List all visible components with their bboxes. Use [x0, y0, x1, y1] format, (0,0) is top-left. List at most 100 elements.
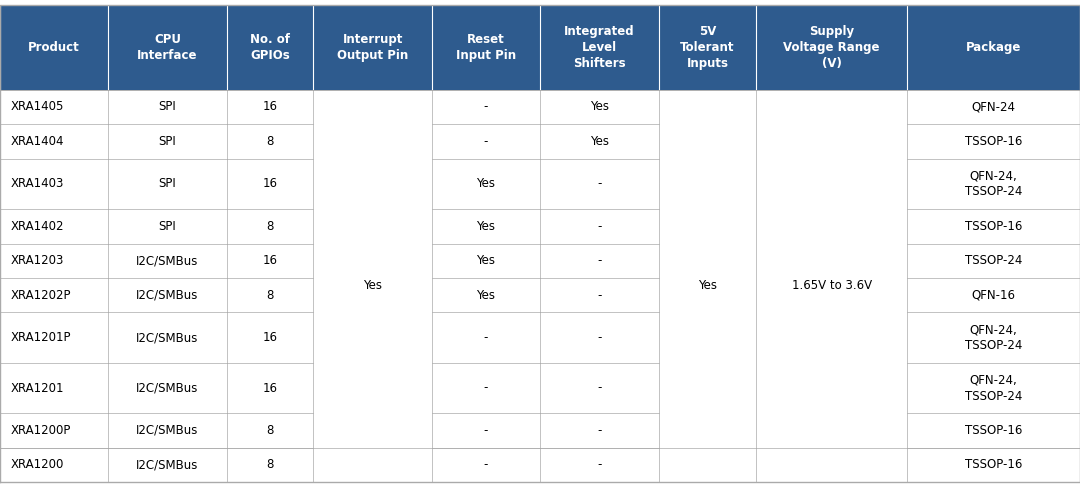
- Bar: [540, 363, 659, 413]
- Bar: [907, 209, 1080, 244]
- Text: XRA1201: XRA1201: [11, 381, 65, 394]
- Text: -: -: [597, 289, 602, 301]
- Bar: [227, 209, 313, 244]
- Bar: [432, 5, 540, 90]
- Bar: [0, 413, 108, 448]
- Text: TSSOP-16: TSSOP-16: [964, 424, 1023, 437]
- Text: QFN-24,
TSSOP-24: QFN-24, TSSOP-24: [964, 374, 1023, 403]
- Bar: [108, 413, 227, 448]
- Text: 5V
Tolerant
Inputs: 5V Tolerant Inputs: [680, 25, 734, 70]
- Text: -: -: [484, 458, 488, 471]
- Text: 16: 16: [262, 177, 278, 190]
- Bar: [540, 5, 659, 90]
- Bar: [540, 244, 659, 278]
- Bar: [227, 313, 313, 363]
- Text: -: -: [484, 331, 488, 344]
- Bar: [227, 278, 313, 313]
- Bar: [227, 90, 313, 124]
- Bar: [907, 413, 1080, 448]
- Text: TSSOP-16: TSSOP-16: [964, 458, 1023, 471]
- Text: Yes: Yes: [476, 220, 496, 233]
- Bar: [0, 313, 108, 363]
- Text: XRA1200P: XRA1200P: [11, 424, 71, 437]
- Bar: [108, 244, 227, 278]
- Bar: [108, 5, 227, 90]
- Text: SPI: SPI: [159, 135, 176, 148]
- Text: Yes: Yes: [590, 135, 609, 148]
- Text: 8: 8: [267, 220, 273, 233]
- Bar: [313, 90, 432, 482]
- Bar: [0, 278, 108, 313]
- Bar: [432, 313, 540, 363]
- Text: -: -: [597, 254, 602, 267]
- Text: SPI: SPI: [159, 220, 176, 233]
- Bar: [227, 448, 313, 482]
- Bar: [0, 209, 108, 244]
- Text: XRA1200: XRA1200: [11, 458, 64, 471]
- Text: XRA1405: XRA1405: [11, 100, 64, 113]
- Text: I2C/SMBus: I2C/SMBus: [136, 289, 199, 301]
- Bar: [907, 124, 1080, 159]
- Bar: [227, 244, 313, 278]
- Bar: [0, 448, 108, 482]
- Text: I2C/SMBus: I2C/SMBus: [136, 331, 199, 344]
- Text: 8: 8: [267, 135, 273, 148]
- Bar: [432, 363, 540, 413]
- Text: 16: 16: [262, 381, 278, 394]
- Bar: [432, 90, 540, 124]
- Bar: [756, 5, 907, 90]
- Text: Yes: Yes: [698, 280, 717, 292]
- Text: Interrupt
Output Pin: Interrupt Output Pin: [337, 33, 408, 62]
- Text: XRA1403: XRA1403: [11, 177, 64, 190]
- Bar: [907, 363, 1080, 413]
- Text: CPU
Interface: CPU Interface: [137, 33, 198, 62]
- Bar: [907, 5, 1080, 90]
- Text: I2C/SMBus: I2C/SMBus: [136, 458, 199, 471]
- Bar: [907, 278, 1080, 313]
- Bar: [540, 278, 659, 313]
- Text: Package: Package: [966, 41, 1022, 54]
- Text: No. of
GPIOs: No. of GPIOs: [249, 33, 291, 62]
- Text: -: -: [597, 220, 602, 233]
- Text: QFN-24: QFN-24: [972, 100, 1015, 113]
- Bar: [907, 244, 1080, 278]
- Bar: [659, 5, 756, 90]
- Bar: [907, 313, 1080, 363]
- Text: -: -: [597, 424, 602, 437]
- Text: I2C/SMBus: I2C/SMBus: [136, 254, 199, 267]
- Bar: [432, 448, 540, 482]
- Bar: [108, 124, 227, 159]
- Text: Integrated
Level
Shifters: Integrated Level Shifters: [564, 25, 635, 70]
- Bar: [227, 124, 313, 159]
- Text: XRA1402: XRA1402: [11, 220, 65, 233]
- Bar: [227, 5, 313, 90]
- Bar: [432, 159, 540, 209]
- Text: -: -: [484, 381, 488, 394]
- Bar: [540, 124, 659, 159]
- Text: 1.65V to 3.6V: 1.65V to 3.6V: [792, 280, 872, 292]
- Bar: [907, 90, 1080, 124]
- Text: Reset
Input Pin: Reset Input Pin: [456, 33, 516, 62]
- Bar: [432, 413, 540, 448]
- Text: TSSOP-16: TSSOP-16: [964, 220, 1023, 233]
- Text: SPI: SPI: [159, 100, 176, 113]
- Text: -: -: [597, 177, 602, 190]
- Bar: [432, 124, 540, 159]
- Bar: [540, 90, 659, 124]
- Bar: [108, 448, 227, 482]
- Bar: [227, 159, 313, 209]
- Bar: [540, 448, 659, 482]
- Text: XRA1203: XRA1203: [11, 254, 64, 267]
- Bar: [659, 90, 756, 482]
- Bar: [227, 413, 313, 448]
- Bar: [108, 90, 227, 124]
- Text: 8: 8: [267, 424, 273, 437]
- Text: TSSOP-24: TSSOP-24: [964, 254, 1023, 267]
- Text: 16: 16: [262, 331, 278, 344]
- Bar: [540, 209, 659, 244]
- Text: Yes: Yes: [363, 280, 382, 292]
- Text: TSSOP-16: TSSOP-16: [964, 135, 1023, 148]
- Text: Supply
Voltage Range
(V): Supply Voltage Range (V): [783, 25, 880, 70]
- Text: -: -: [597, 381, 602, 394]
- Text: -: -: [484, 424, 488, 437]
